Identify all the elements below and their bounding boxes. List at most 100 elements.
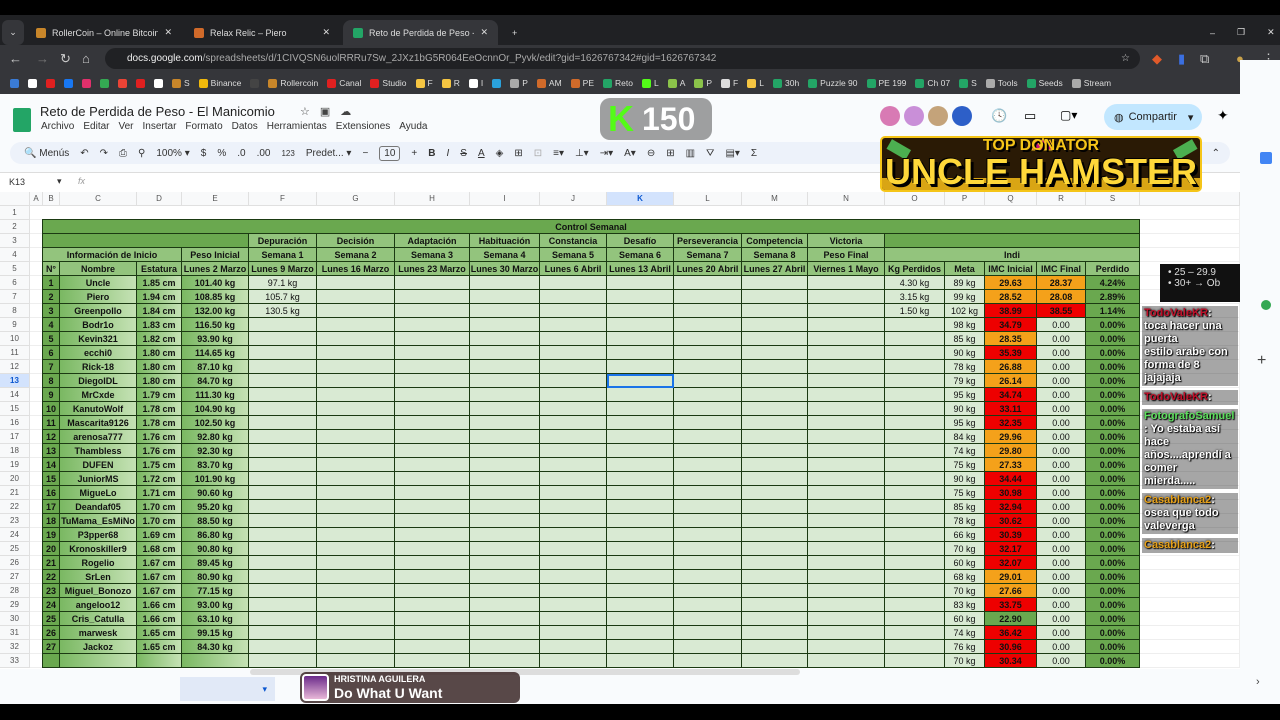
weekly-weight-cell[interactable] [606,597,674,612]
weekly-weight-cell[interactable] [539,289,607,304]
decrease-decimal-button[interactable]: .0 [237,147,246,159]
weekly-weight-cell[interactable] [469,401,540,416]
menu-archivo[interactable]: Archivo [41,121,75,132]
stage-header[interactable]: Constancia [539,233,607,248]
weekly-weight-cell[interactable] [673,345,742,360]
weekly-weight-cell[interactable] [539,597,607,612]
percent-lost[interactable]: 1.14% [1085,303,1140,318]
bookmark-item[interactable] [136,78,145,88]
initial-weight[interactable]: 92.30 kg [181,443,249,458]
weekly-weight-cell[interactable] [741,625,808,640]
weekly-weight-cell[interactable] [539,611,607,626]
weekly-weight-cell[interactable] [741,471,808,486]
comment-icon[interactable]: ⊞ [666,147,675,159]
row-number[interactable] [42,653,60,668]
weekly-weight-cell[interactable] [606,457,674,472]
text-rotation-icon[interactable]: A▾ [624,147,636,159]
bmi-initial[interactable]: 32.35 [984,415,1037,430]
row-header-25[interactable]: 25 [0,542,30,556]
weekly-weight-cell[interactable] [741,289,808,304]
goal-weight[interactable]: 70 kg [944,541,985,556]
weekly-weight-cell[interactable] [539,541,607,556]
row-header-31[interactable]: 31 [0,626,30,640]
bmi-final[interactable]: 0.00 [1036,513,1086,528]
kg-lost[interactable]: 1.50 kg [884,303,945,318]
bmi-final[interactable]: 0.00 [1036,555,1086,570]
kg-lost[interactable] [884,485,945,500]
participant-height[interactable] [136,653,182,668]
participant-height[interactable]: 1.76 cm [136,443,182,458]
weekly-weight-cell[interactable] [741,527,808,542]
weekly-weight-cell[interactable] [539,317,607,332]
bmi-final[interactable]: 0.00 [1036,485,1086,500]
stage-header[interactable]: Decisión [316,233,395,248]
goal-weight[interactable]: 60 kg [944,611,985,626]
column-header-e[interactable]: E [182,192,249,206]
weekly-weight-cell[interactable] [539,331,607,346]
goal-weight[interactable]: 70 kg [944,583,985,598]
weekly-weight-cell[interactable] [606,387,674,402]
weekly-weight-cell[interactable] [469,471,540,486]
weekly-weight-cell[interactable] [316,597,395,612]
menu-formato[interactable]: Formato [185,121,223,132]
bmi-final[interactable]: 0.00 [1036,527,1086,542]
weekly-weight-cell[interactable] [807,471,885,486]
weekly-weight-cell[interactable] [606,527,674,542]
bookmark-item[interactable]: Stream [1071,78,1111,88]
kg-lost[interactable] [884,583,945,598]
bookmark-item[interactable] [64,78,73,88]
column-header-q[interactable]: Q [985,192,1037,206]
initial-weight[interactable]: 83.70 kg [181,457,249,472]
initial-weight[interactable]: 84.30 kg [181,639,249,654]
row-header-28[interactable]: 28 [0,584,30,598]
week1-weight[interactable]: 130.5 kg [248,303,317,318]
name-box[interactable]: K13 [9,177,26,187]
weekly-weight-cell[interactable] [469,443,540,458]
weekly-weight-cell[interactable] [807,611,885,626]
bmi-initial[interactable]: 27.33 [984,457,1037,472]
add-addon-icon[interactable]: + [1257,352,1267,369]
menu-herramientas[interactable]: Herramientas [266,121,327,132]
weekly-weight-cell[interactable] [539,457,607,472]
percent-lost[interactable]: 0.00% [1085,471,1140,486]
font-size-input[interactable]: 10 [379,145,401,161]
percent-lost[interactable]: 0.00% [1085,345,1140,360]
participant-height[interactable]: 1.85 cm [136,275,182,290]
header-blank[interactable] [42,233,249,248]
week1-weight[interactable] [248,639,317,654]
weekly-weight-cell[interactable] [469,457,540,472]
extension-icon[interactable]: ◆ [1152,50,1162,66]
weekly-weight-cell[interactable] [469,359,540,374]
percent-lost[interactable]: 0.00% [1085,513,1140,528]
row-number[interactable]: 13 [42,443,60,458]
week1-weight[interactable] [248,345,317,360]
initial-weight[interactable]: 88.50 kg [181,513,249,528]
weekly-weight-cell[interactable] [469,583,540,598]
calendar-icon[interactable] [1260,152,1272,164]
paint-format-icon[interactable]: ⚲ [138,147,146,159]
cloud-status-icon[interactable]: ☁ [340,106,352,118]
row-header-4[interactable]: 4 [0,248,30,262]
weekly-weight-cell[interactable] [316,429,395,444]
bmi-final[interactable]: 0.00 [1036,317,1086,332]
bookmark-item[interactable]: L [641,78,659,88]
gemini-icon[interactable]: ✦ [1217,107,1229,123]
bookmark-item[interactable]: Seeds [1026,78,1063,88]
participant-name[interactable]: Thambless [59,443,137,458]
weekly-weight-cell[interactable] [807,415,885,430]
weekly-weight-cell[interactable] [673,583,742,598]
weekly-weight-cell[interactable] [469,387,540,402]
weekly-weight-cell[interactable] [316,317,395,332]
align-icon[interactable]: ≡▾ [553,147,564,159]
row-header-9[interactable]: 9 [0,318,30,332]
weekly-weight-cell[interactable] [741,611,808,626]
weekly-weight-cell[interactable] [807,457,885,472]
decrease-font-size-icon[interactable]: − [362,147,369,159]
avatar[interactable] [880,106,900,126]
extension-icon[interactable]: ▮ [1178,50,1186,66]
bookmark-item[interactable]: Rollercoin [268,78,318,88]
kg-lost[interactable] [884,457,945,472]
share-button[interactable]: ◍ Compartir ▾ [1104,104,1202,130]
row-number[interactable]: 19 [42,527,60,542]
row-header-6[interactable]: 6 [0,276,30,290]
